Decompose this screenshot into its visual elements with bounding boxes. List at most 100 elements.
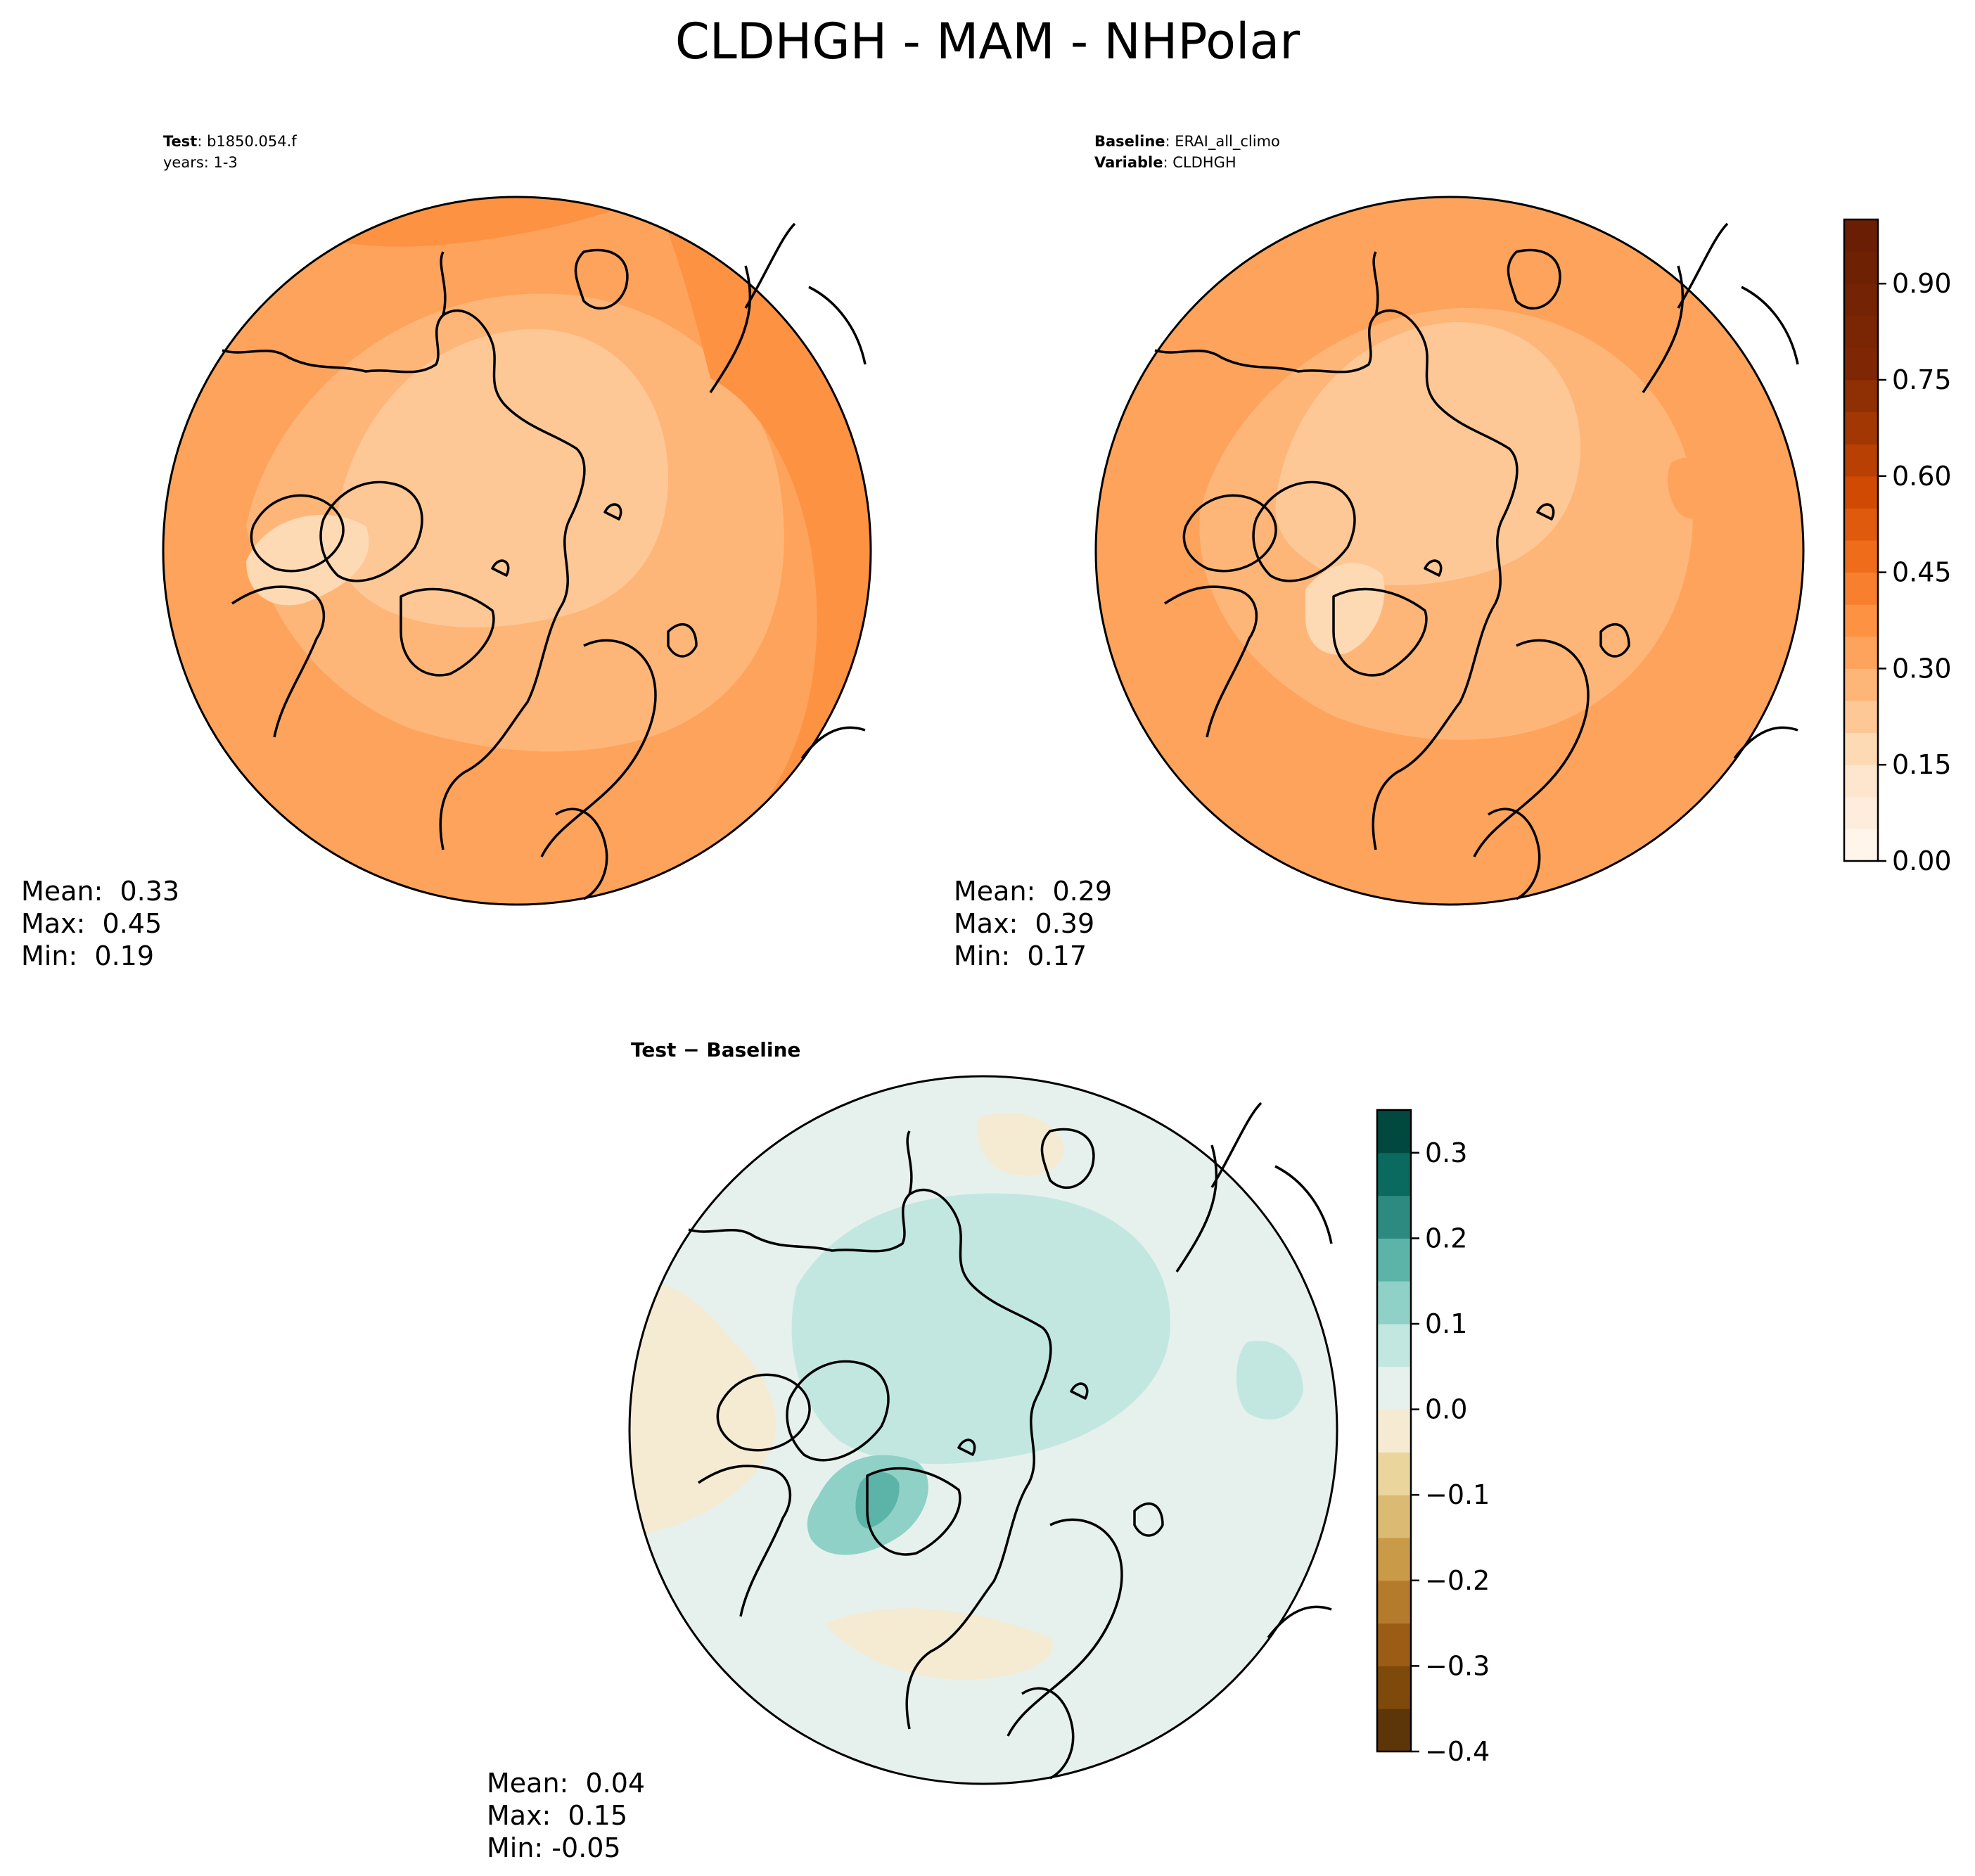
difference-polar-map	[628, 1075, 1338, 1785]
oranges-colorbar-block	[1844, 668, 1878, 701]
baseline-separator: :	[1165, 133, 1175, 150]
difference-max: Max: 0.15	[487, 1800, 628, 1831]
oranges-colorbar-tick-label: 0.75	[1892, 364, 1952, 395]
oranges-colorbar-block	[1844, 508, 1878, 541]
oranges-colorbar-block	[1844, 572, 1878, 605]
brbg-colorbar-tick-label: −0.1	[1425, 1479, 1490, 1510]
brbg-colorbar-block	[1377, 1623, 1411, 1666]
difference-map-boundary	[628, 1075, 1338, 1785]
brbg-colorbar-block	[1377, 1538, 1411, 1581]
difference-panel-meta: Test − Baseline	[631, 1040, 800, 1061]
baseline-max: Max: 0.39	[954, 908, 1095, 939]
test-stats: Mean: 0.33 Max: 0.45 Min: 0.19	[21, 875, 179, 972]
test-label: Test	[163, 133, 198, 150]
oranges-colorbar-block	[1844, 829, 1878, 862]
baseline-field-arctic	[1275, 321, 1581, 585]
oranges-colorbar-block	[1844, 219, 1878, 253]
difference-field	[629, 1076, 1337, 1784]
oranges-colorbar-block	[1844, 732, 1878, 765]
test-panel-meta: Test: b1850.054.f years: 1-3	[163, 131, 297, 173]
baseline-map-boundary	[1094, 196, 1805, 906]
brbg-colorbar-block	[1377, 1324, 1411, 1367]
baseline-min: Min: 0.17	[954, 940, 1087, 971]
brbg-colorbar-block	[1377, 1495, 1411, 1538]
oranges-colorbar-block	[1844, 347, 1878, 381]
test-mean: Mean: 0.33	[21, 876, 180, 907]
oranges-colorbar-block	[1844, 701, 1878, 734]
brbg-colorbar-block	[1377, 1281, 1411, 1325]
brbg-colorbar-block	[1377, 1366, 1411, 1410]
test-field	[163, 197, 871, 905]
test-polar-map	[162, 196, 872, 906]
oranges-colorbar-block	[1844, 315, 1878, 348]
baseline-panel-meta: Baseline: ERAI_all_climo Variable: CLDHG…	[1094, 131, 1280, 173]
variable-label: Variable	[1094, 154, 1163, 171]
difference-field-warm-west	[629, 1282, 776, 1539]
brbg-colorbar-block	[1377, 1238, 1411, 1282]
variable-name: CLDHGH	[1172, 154, 1236, 171]
brbg-colorbar-block	[1377, 1110, 1411, 1154]
oranges-colorbar-block	[1844, 444, 1878, 477]
baseline-stats: Mean: 0.29 Max: 0.39 Min: 0.17	[954, 875, 1112, 972]
oranges-colorbar-tick-label: 0.45	[1892, 557, 1952, 588]
brbg-colorbar-tick-label: −0.4	[1425, 1736, 1490, 1763]
oranges-colorbar: 0.00 0.15 0.30 0.45 0.60 0.75 0.90	[1843, 218, 1952, 872]
oranges-colorbar-block	[1844, 251, 1878, 284]
brbg-colorbar-block	[1377, 1580, 1411, 1624]
test-separator: :	[197, 133, 207, 150]
difference-min: Min: -0.05	[487, 1832, 621, 1863]
oranges-colorbar-tick-label: 0.90	[1892, 268, 1952, 299]
brbg-colorbar-block	[1377, 1452, 1411, 1495]
difference-field-pacific-edge	[629, 1595, 684, 1771]
oranges-colorbar-block	[1844, 604, 1878, 637]
baseline-label: Baseline	[1094, 133, 1165, 150]
brbg-colorbar-block	[1377, 1195, 1411, 1239]
test-max: Max: 0.45	[21, 908, 162, 939]
oranges-colorbar-block	[1844, 765, 1878, 798]
oranges-colorbar-block	[1844, 636, 1878, 669]
oranges-colorbar-frame	[1843, 218, 1879, 862]
oranges-colorbar-ticks: 0.00 0.15 0.30 0.45 0.60 0.75 0.90	[1878, 268, 1952, 872]
brbg-colorbar-blocks	[1377, 1110, 1411, 1752]
brbg-colorbar-tick-label: −0.2	[1425, 1565, 1490, 1596]
baseline-polar-map	[1094, 196, 1805, 906]
variable-separator: :	[1163, 154, 1173, 171]
difference-coastlines	[688, 1102, 1333, 1780]
difference-label: Test − Baseline	[631, 1038, 801, 1061]
oranges-colorbar-block	[1844, 540, 1878, 573]
difference-field-warm-band	[825, 1608, 1053, 1680]
baseline-case-name: ERAI_all_climo	[1175, 133, 1280, 150]
figure-title: CLDHGH - MAM - NHPolar	[675, 13, 1300, 70]
oranges-colorbar-blocks	[1844, 219, 1878, 862]
oranges-colorbar-block	[1844, 283, 1878, 317]
test-years: years: 1-3	[163, 154, 238, 171]
difference-field-east-patch	[1236, 1341, 1303, 1419]
brbg-colorbar: −0.4 −0.3 −0.2 −0.1 0.0 0.1 0.2 0.3	[1376, 1109, 1490, 1763]
brbg-colorbar-tick-label: 0.0	[1425, 1394, 1467, 1425]
difference-field-north-teal	[1047, 1232, 1127, 1307]
difference-mean: Mean: 0.04	[487, 1768, 646, 1799]
brbg-colorbar-tick-label: 0.3	[1425, 1137, 1467, 1168]
brbg-colorbar-ticks: −0.4 −0.3 −0.2 −0.1 0.0 0.1 0.2 0.3	[1411, 1137, 1490, 1763]
test-coastlines	[222, 222, 867, 900]
baseline-field	[1096, 197, 1803, 905]
baseline-coastlines	[1154, 222, 1799, 900]
baseline-mean: Mean: 0.29	[954, 876, 1113, 907]
brbg-colorbar-tick-label: 0.1	[1425, 1308, 1467, 1339]
brbg-colorbar-block	[1377, 1152, 1411, 1197]
oranges-colorbar-tick-label: 0.15	[1892, 749, 1952, 780]
brbg-colorbar-frame	[1376, 1109, 1412, 1753]
brbg-colorbar-block	[1377, 1709, 1411, 1752]
brbg-colorbar-tick-label: −0.3	[1425, 1650, 1490, 1681]
brbg-colorbar-tick-label: 0.2	[1425, 1223, 1467, 1253]
test-case-name: b1850.054.f	[207, 133, 297, 150]
difference-stats: Mean: 0.04 Max: 0.15 Min: -0.05	[487, 1767, 645, 1864]
test-map-boundary	[162, 196, 872, 906]
oranges-colorbar-block	[1844, 411, 1878, 445]
oranges-colorbar-block	[1844, 796, 1878, 829]
baseline-field-greenland	[1305, 563, 1385, 655]
brbg-colorbar-block	[1377, 1409, 1411, 1453]
oranges-colorbar-tick-label: 0.30	[1892, 653, 1952, 684]
oranges-colorbar-block	[1844, 476, 1878, 509]
oranges-colorbar-block	[1844, 380, 1878, 413]
